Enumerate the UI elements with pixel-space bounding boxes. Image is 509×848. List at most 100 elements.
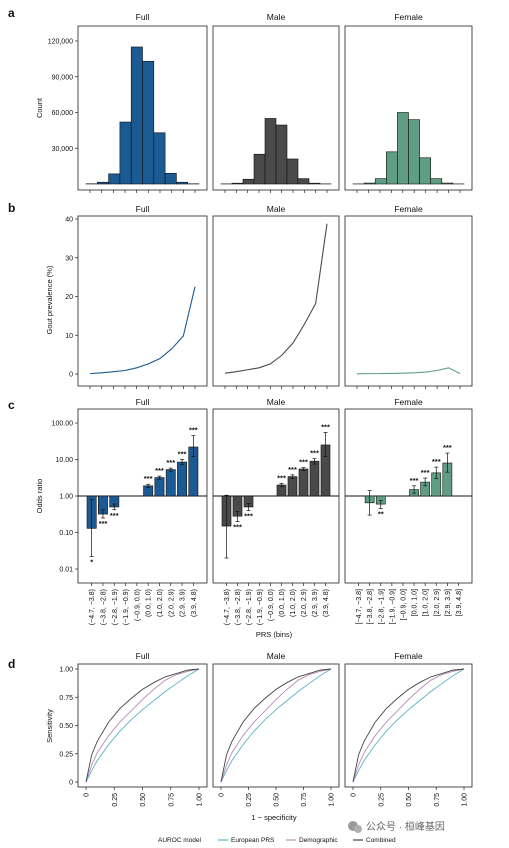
facet-title-b-full: Full: [136, 204, 150, 214]
significance-label: ***: [421, 468, 430, 477]
count-bar: [164, 172, 177, 185]
significance-label: ***: [144, 474, 153, 483]
y-tick-label-a: 30,000: [52, 146, 74, 153]
x-tick-label-c: [1.0, 2.0]: [423, 589, 430, 616]
x-tick-label-c: (−4.7, −3.8): [224, 589, 231, 625]
significance-label: *: [90, 558, 93, 567]
y-tick-label-b: 20: [65, 294, 73, 301]
prevalence-line-male: [224, 223, 328, 374]
x-tick-label-d: 0.75: [301, 793, 308, 807]
roc-curve-combined: [85, 668, 200, 783]
significance-label: ***: [110, 511, 119, 520]
y-tick-label-c: 0.01: [59, 567, 73, 574]
y-tick-label-c: 10.00: [55, 457, 73, 464]
y-tick-label-d: 0.50: [59, 723, 73, 730]
x-tick-label-c: (−1.9, −0.9): [257, 589, 264, 625]
significance-label: ***: [410, 476, 419, 485]
x-tick-label-d: 1.00: [462, 793, 469, 807]
count-bar: [397, 112, 409, 185]
facet-title-a-female: Female: [394, 12, 423, 22]
y-tick-label-c: 100.00: [52, 420, 74, 427]
count-bar: [153, 132, 166, 185]
x-tick-label-c: (−3.8, −2.8): [100, 589, 107, 625]
x-tick-label-c: [−2.8, −1.9]: [378, 589, 385, 624]
significance-label: ***: [99, 519, 108, 528]
significance-label: ***: [155, 466, 164, 475]
facet-title-c-female: Female: [394, 397, 423, 407]
x-tick-label-c: [−0.9, 0.0]: [400, 589, 407, 620]
x-axis-label-d: 1 − specificity: [251, 813, 296, 822]
y-tick-label-a: 120,000: [48, 39, 73, 46]
x-tick-label-c: [−1.9, −0.9]: [389, 589, 396, 624]
y-axis-label-b: Gout prevalence (%): [45, 265, 54, 334]
y-tick-label-b: 30: [65, 255, 73, 262]
significance-label: ***: [432, 457, 441, 466]
count-bar: [176, 181, 188, 185]
roc-curve-european-prs: [220, 668, 332, 783]
count-bar: [363, 182, 376, 185]
y-tick-label-a: 60,000: [52, 110, 74, 117]
watermark-text: 公众号 · 桓峰基因: [366, 820, 445, 833]
count-bar: [231, 182, 244, 185]
facet-title-a-male: Male: [267, 12, 286, 22]
facet-title-c-male: Male: [267, 397, 286, 407]
x-tick-label-c: (−1.9, −0.9): [123, 589, 130, 625]
significance-label: ***: [189, 426, 198, 435]
facet-title-a-full: Full: [136, 12, 150, 22]
count-bar: [242, 178, 255, 185]
count-bar: [286, 158, 299, 185]
significance-label: ***: [288, 465, 297, 474]
x-tick-label-d: 0.50: [274, 793, 281, 807]
roc-curve-demographic: [220, 668, 332, 783]
watermark: 公众号 · 桓峰基因: [348, 820, 445, 833]
x-tick-label-c: [2.0, 2.9]: [434, 589, 441, 616]
facet-frame-d-2: [344, 663, 473, 788]
x-tick-label-d: 0.75: [168, 793, 175, 807]
facet-title-b-female: Female: [394, 204, 423, 214]
count-bar: [419, 157, 432, 185]
facet-frame-a-1: [212, 25, 340, 191]
x-tick-label-d: 0: [219, 793, 226, 797]
y-axis-label-a: Count: [35, 97, 44, 118]
facet-frame-b-2: [344, 215, 473, 387]
x-tick-label-c: (2.9, 3.9): [180, 589, 187, 617]
x-tick-label-c: (−0.9, 0.0): [134, 589, 141, 621]
significance-label: ***: [166, 458, 175, 467]
y-tick-label-d: 0.25: [59, 751, 73, 758]
x-tick-label-d: 0.75: [434, 793, 441, 807]
count-bar: [430, 178, 443, 185]
x-tick-label-c: (−2.8, −1.9): [112, 589, 119, 625]
facet-frame-a-2: [344, 25, 473, 191]
x-axis-label-c: PRS (bins): [256, 630, 293, 639]
count-bar: [385, 151, 398, 185]
x-tick-label-c: (2.0, 2.9): [168, 589, 175, 617]
x-tick-label-c: (1.0, 2.0): [290, 589, 297, 617]
odds-ratio-bar: [165, 469, 176, 497]
roc-curve-demographic: [352, 668, 465, 783]
x-tick-label-c: (3.9, 4.8): [323, 589, 330, 617]
significance-label: **: [378, 510, 384, 519]
x-tick-label-c: [0.0, 1.0]: [412, 589, 419, 616]
x-tick-label-d: 0: [84, 793, 91, 797]
y-tick-label-c: 0.10: [59, 530, 73, 537]
facet-frame-b-0: [77, 215, 208, 387]
x-tick-label-c: (0.0, 1.0): [146, 589, 153, 617]
roc-curve-european-prs: [85, 668, 200, 783]
count-bar: [275, 124, 288, 185]
significance-label: ***: [178, 449, 187, 458]
x-tick-label-c: (2.9, 3.9): [312, 589, 319, 617]
x-tick-label-c: (−4.7, −3.8): [89, 589, 96, 625]
x-tick-label-c: (1.0, 2.0): [157, 589, 164, 617]
y-tick-label-c: 1.00: [59, 494, 73, 501]
prevalence-line-full: [89, 286, 196, 375]
x-tick-label-d: 0.50: [406, 793, 413, 807]
count-bar: [253, 153, 266, 185]
x-tick-label-c: (0.0, 1.0): [279, 589, 286, 617]
count-bar: [130, 46, 143, 185]
facet-frame-a-0: [77, 25, 208, 191]
x-tick-label-d: 0: [351, 793, 358, 797]
odds-ratio-bar: [177, 461, 187, 497]
y-tick-label-b: 10: [65, 333, 73, 340]
x-tick-label-c: (3.9, 4.8): [191, 589, 198, 617]
roc-curve-demographic: [85, 668, 200, 783]
